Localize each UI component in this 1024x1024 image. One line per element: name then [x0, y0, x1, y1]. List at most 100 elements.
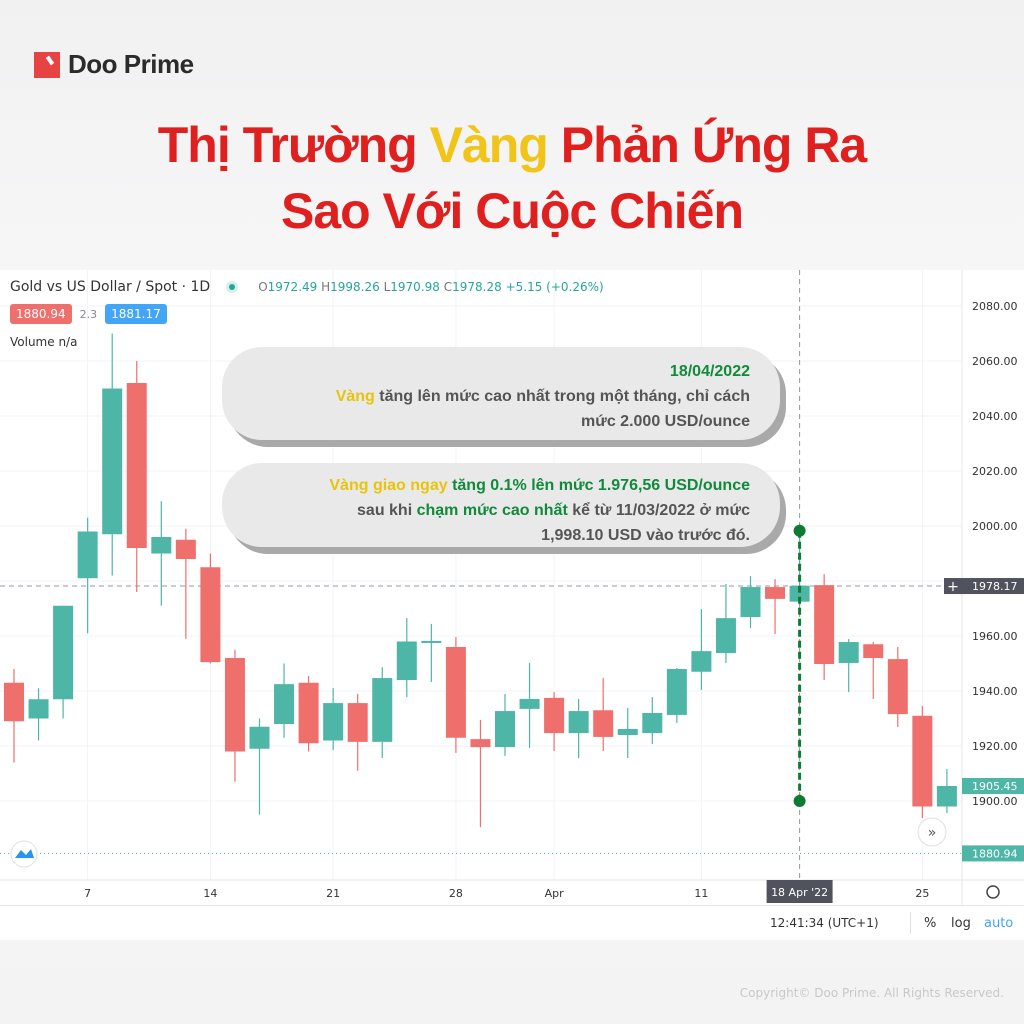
open-label: O: [258, 280, 268, 294]
buy-button[interactable]: 1881.17: [105, 304, 167, 324]
title-part: Thị Trường: [157, 117, 430, 173]
callout-spot-gold: Vàng giao ngay tăng 0.1% lên mức 1.976,5…: [222, 463, 780, 547]
callout-text: sau khi: [357, 502, 417, 519]
change-value: +5.15 (+0.26%): [505, 280, 604, 294]
chart-legend: Gold vs US Dollar / Spot · 1D O1972.49 H…: [10, 279, 604, 295]
candle-body: [544, 697, 565, 734]
candle-body: [396, 641, 417, 680]
price-tick-label: 1960.00: [972, 630, 1018, 643]
time-tick-label: 25: [915, 887, 929, 900]
candle-body: [838, 642, 859, 663]
candle-body: [372, 678, 393, 742]
candle-body: [77, 531, 98, 579]
bottom-toolbar: 12:41:34 (UTC+1) % log auto: [0, 905, 1024, 940]
candle-body: [4, 682, 24, 722]
brand-name: Doo Prime: [68, 49, 194, 79]
candle-body: [28, 699, 49, 719]
price-tick-label: 2020.00: [972, 465, 1018, 478]
time-tick-label: 7: [84, 887, 91, 900]
low-value: 1970.98: [390, 280, 440, 294]
candle-body: [912, 715, 933, 807]
time-tick-label: Apr: [545, 887, 565, 900]
close-label: C: [443, 280, 453, 294]
candle-body: [175, 539, 196, 559]
price-tick-label: 2080.00: [972, 300, 1018, 313]
candle-body: [593, 710, 614, 737]
candle-body: [126, 383, 147, 548]
tradingview-icon: [15, 849, 34, 858]
candle-body: [470, 739, 491, 748]
price-tick-label: 2040.00: [972, 410, 1018, 423]
log-toggle[interactable]: log: [951, 916, 971, 931]
candle-body: [789, 585, 810, 602]
bid-ask: 1880.94 2.3 1881.17: [10, 304, 167, 324]
title-part: Phản Ứng Ra: [547, 117, 868, 173]
auto-toggle[interactable]: auto: [984, 916, 1014, 931]
crosshair-date-bg: [766, 880, 833, 903]
crosshair-price-label: 1978.17: [972, 580, 1018, 593]
candle-body: [740, 587, 761, 618]
candle-body: [102, 388, 123, 535]
callout-gold: Vàng giao ngay: [329, 477, 448, 494]
time-tick-label: 11: [694, 887, 708, 900]
price-tick-label: 2000.00: [972, 520, 1018, 533]
candle-body: [445, 647, 466, 738]
double-chevron-right-icon: »: [928, 825, 937, 841]
spread: 2.3: [79, 307, 98, 321]
callout-text: 1,998.10 USD vào trước đó.: [541, 527, 750, 544]
add-alert-button: [944, 578, 962, 595]
candle-body: [347, 703, 368, 742]
price-tick-label: 1920.00: [972, 740, 1018, 753]
high-value: 1998.26: [330, 280, 380, 294]
candle-body: [666, 669, 687, 715]
callout-text: tăng lên mức cao nhất trong một tháng, c…: [374, 388, 750, 405]
candle-body: [151, 537, 172, 554]
settings-gear-icon: [986, 885, 1000, 899]
title-line2: Sao Với Cuộc Chiến: [280, 183, 744, 239]
low-label: L: [383, 280, 391, 294]
time-tick-label: 28: [449, 887, 463, 900]
page-title: Thị Trường Vàng Phản Ứng Ra Sao Với Cuộc…: [0, 112, 1024, 244]
candle-body: [323, 703, 344, 741]
high-label: H: [321, 280, 331, 294]
candle-body: [617, 728, 638, 735]
candle-body: [863, 644, 884, 658]
candle-body: [421, 640, 442, 643]
sell-button[interactable]: 1880.94: [10, 304, 72, 324]
last-price-label: 1905.45: [972, 780, 1018, 793]
callout-gold: Vàng: [335, 388, 375, 405]
range-high-dot: [793, 524, 806, 537]
range-low-dot: [793, 795, 806, 807]
callout-highlight: tăng 0.1% lên mức 1.976,56 USD/ounce: [447, 477, 750, 494]
volume-legend: Volume n/a: [10, 335, 78, 349]
price-tick-label: 1900.00: [972, 795, 1018, 808]
callout-date-text: 18/04/2022: [669, 363, 750, 380]
logo-mark-icon: [34, 51, 60, 78]
percent-toggle[interactable]: %: [924, 916, 937, 931]
candle-body: [936, 786, 957, 807]
ohlc-values: O1972.49 H1998.26 L1970.98 C1978.28 +5.1…: [258, 280, 604, 294]
callout-text: mức 2.000 USD/ounce: [581, 413, 750, 430]
candle-body: [249, 726, 270, 749]
market-status-icon: [226, 281, 239, 293]
candle-body: [568, 711, 589, 734]
symbol-title[interactable]: Gold vs US Dollar / Spot · 1D: [10, 279, 211, 295]
clock: 12:41:34 (UTC+1): [770, 916, 879, 930]
open-value: 1972.49: [267, 280, 318, 294]
candle-body: [715, 618, 736, 654]
candle-body: [887, 659, 908, 715]
crosshair-price-label-bg: [962, 578, 1024, 595]
candle-body: [642, 713, 663, 734]
price-tick-label: 2060.00: [972, 355, 1018, 368]
candle-body: [495, 711, 515, 748]
crosshair-date-label: 18 Apr '22: [771, 886, 828, 899]
candle-body: [224, 658, 245, 752]
plus-icon: +: [947, 579, 959, 595]
callout-text: kể từ 11/03/2022 ở mức: [567, 502, 750, 519]
title-gold-word: Vàng: [429, 117, 549, 173]
divider: [910, 912, 911, 934]
candle-body: [53, 605, 74, 700]
last-price-label-bg: [962, 778, 1024, 795]
callout-date: 18/04/2022 Vàng tăng lên mức cao nhất tr…: [222, 347, 780, 440]
